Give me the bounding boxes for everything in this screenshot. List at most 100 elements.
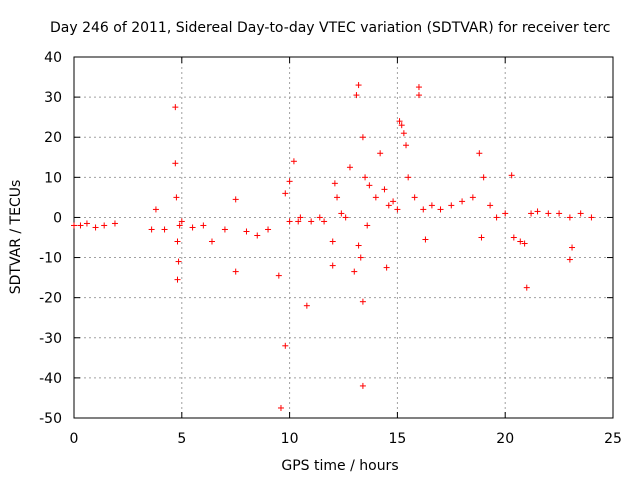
data-point [528, 210, 535, 217]
data-point [254, 232, 261, 239]
data-point [172, 104, 179, 111]
data-point [398, 122, 405, 129]
data-point [353, 92, 360, 99]
data-point [282, 342, 289, 349]
data-point [394, 206, 401, 213]
y-tick-label: 10 [44, 170, 62, 186]
y-tick-label: 30 [44, 90, 62, 106]
data-point [232, 268, 239, 275]
data-point [275, 272, 282, 279]
data-point [321, 218, 328, 225]
data-point [189, 224, 196, 231]
data-point [493, 214, 500, 221]
data-point [459, 198, 466, 205]
data-point [517, 238, 524, 245]
data-point [282, 190, 289, 197]
y-tick-label: -40 [39, 371, 62, 387]
data-point [521, 240, 528, 247]
data-point [178, 218, 185, 225]
data-point [172, 160, 179, 167]
data-point [480, 174, 487, 181]
data-point [331, 180, 338, 187]
data-point [359, 134, 366, 141]
data-point [403, 142, 410, 149]
data-point [566, 256, 573, 263]
data-point [152, 206, 159, 213]
data-points [71, 82, 595, 411]
data-point [286, 218, 293, 225]
data-point [502, 210, 509, 217]
axis-ticks [73, 56, 614, 419]
data-point [476, 150, 483, 157]
data-point [265, 226, 272, 233]
data-point [243, 228, 250, 235]
x-tick-label: 5 [177, 431, 186, 447]
y-tick-label: -10 [39, 251, 62, 267]
y-tick-label: -20 [39, 291, 62, 307]
data-point [338, 210, 345, 217]
data-point [161, 226, 168, 233]
grid [74, 57, 613, 418]
data-point [111, 220, 118, 227]
y-axis-title: SDTVAR / TECUs [8, 180, 24, 295]
data-point [372, 194, 379, 201]
data-point [342, 214, 349, 221]
data-point [175, 258, 182, 265]
data-point [400, 130, 407, 137]
data-point [355, 82, 362, 89]
data-point [277, 404, 284, 411]
data-point [478, 234, 485, 241]
data-point [428, 202, 435, 209]
y-tick-label: -50 [39, 411, 62, 427]
data-point [534, 208, 541, 215]
data-point [286, 178, 293, 185]
x-axis-title: GPS time / hours [281, 458, 398, 474]
data-point [173, 194, 180, 201]
data-point [359, 382, 366, 389]
y-tick-label: -30 [39, 331, 62, 347]
data-point [174, 238, 181, 245]
data-point [357, 254, 364, 261]
y-tick-label: 20 [44, 130, 62, 146]
data-point [383, 264, 390, 271]
data-point [381, 186, 388, 193]
data-point [415, 92, 422, 99]
chart-title: Day 246 of 2011, Sidereal Day-to-day VTE… [50, 20, 610, 36]
data-point [351, 268, 358, 275]
x-tick-label: 20 [496, 431, 514, 447]
data-point [329, 262, 336, 269]
data-point [200, 222, 207, 229]
data-point [523, 284, 530, 291]
data-point [405, 174, 412, 181]
data-point [359, 298, 366, 305]
data-point [415, 84, 422, 91]
data-point [232, 196, 239, 203]
data-point [316, 214, 323, 221]
data-point [437, 206, 444, 213]
data-point [355, 242, 362, 249]
data-point [148, 226, 155, 233]
data-point [422, 236, 429, 243]
data-point [221, 226, 228, 233]
data-point [588, 214, 595, 221]
data-point [420, 206, 427, 213]
data-point [297, 214, 304, 221]
data-point [569, 244, 576, 251]
data-point [510, 234, 517, 241]
data-point [577, 210, 584, 217]
data-point [174, 276, 181, 283]
data-point [411, 194, 418, 201]
x-tick-label: 10 [281, 431, 299, 447]
data-point [83, 220, 90, 227]
data-point [176, 222, 183, 229]
data-point [469, 194, 476, 201]
axis-tick-labels: 0 5 10 15 20 25 -50 -40 -30 -20 -10 0 10 20 30 40 [39, 50, 622, 447]
data-point [346, 164, 353, 171]
y-tick-label: 40 [44, 50, 62, 66]
data-point [448, 202, 455, 209]
data-point [303, 302, 310, 309]
plot-border [73, 56, 614, 419]
data-point [92, 224, 99, 231]
data-point [487, 202, 494, 209]
